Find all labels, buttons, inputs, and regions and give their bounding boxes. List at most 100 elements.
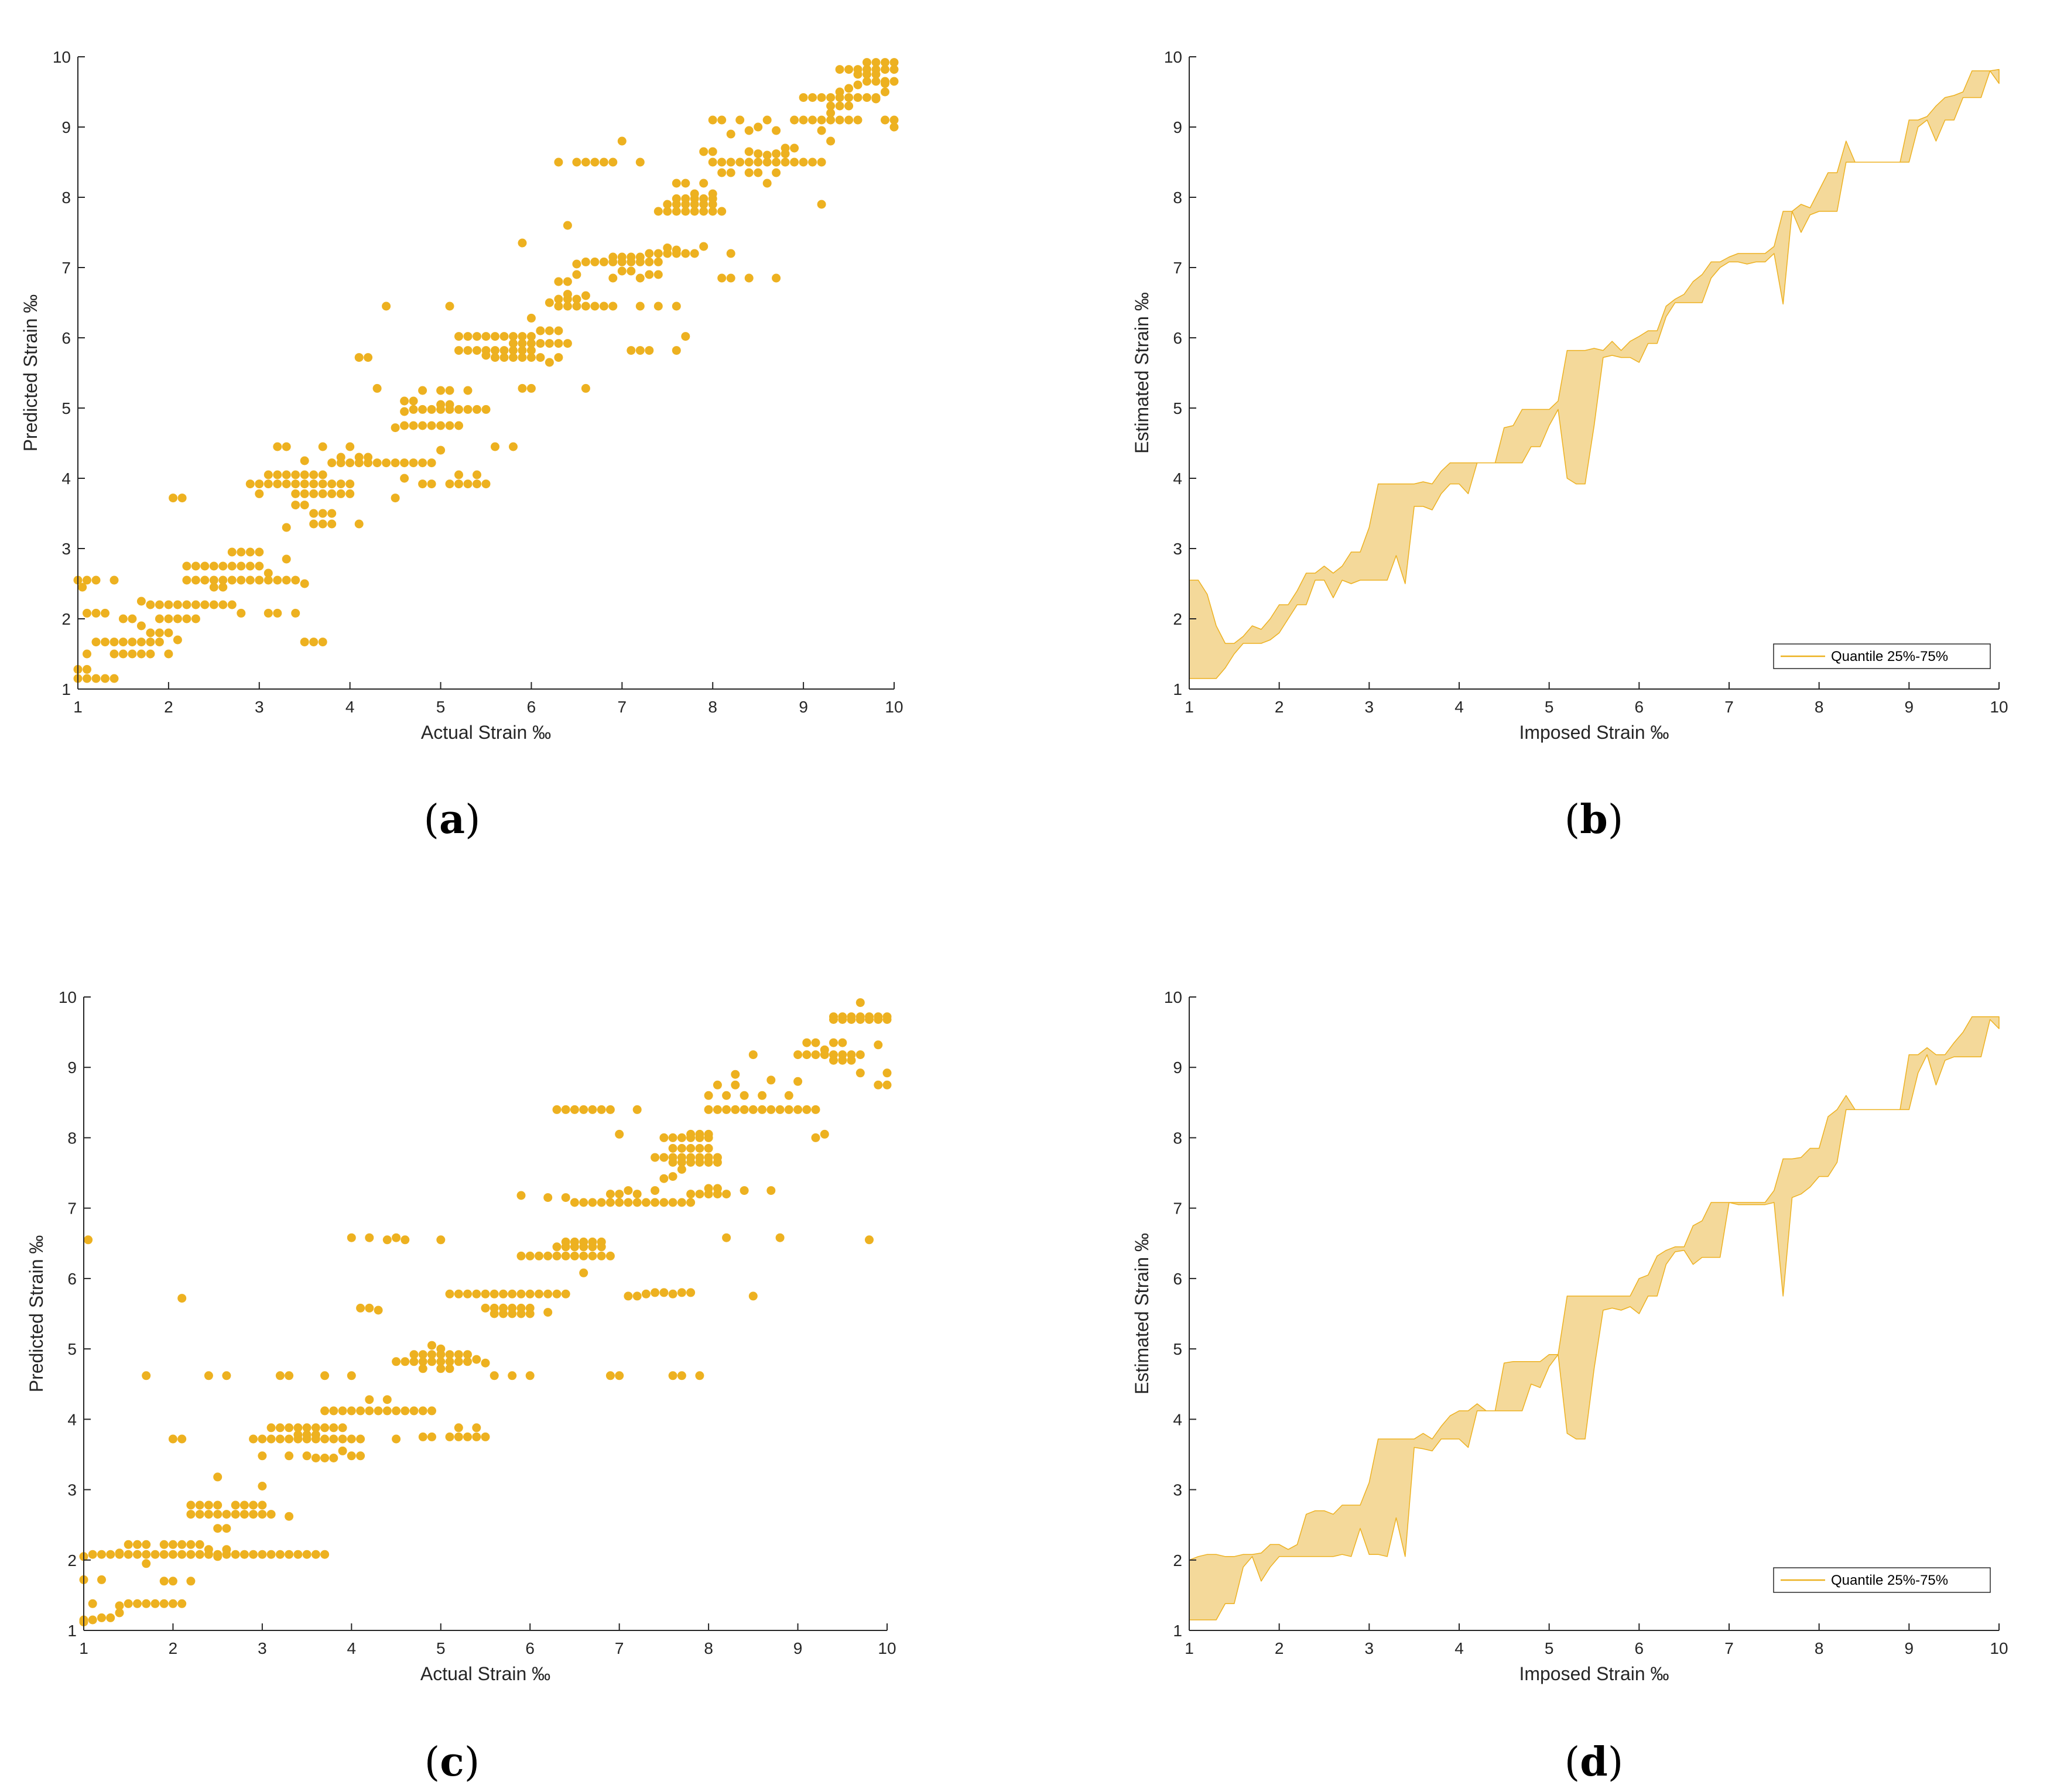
scatter-point [418, 386, 427, 395]
x-tick-label: 10 [885, 698, 903, 716]
scatter-point [106, 1613, 115, 1622]
scatter-point [427, 1350, 436, 1359]
scatter-point [173, 614, 182, 623]
scatter-point [708, 189, 717, 198]
scatter-point [608, 273, 618, 283]
scatter-point [681, 207, 690, 216]
scatter-point [338, 1434, 347, 1444]
x-tick-label: 1 [79, 1639, 88, 1657]
scatter-point [889, 122, 899, 132]
scatter-point [463, 386, 473, 395]
scatter-point [862, 58, 871, 67]
scatter-point [473, 405, 481, 414]
scatter-point [218, 575, 228, 585]
scatter-point [436, 400, 446, 409]
scatter-point [653, 301, 663, 311]
scatter-point [347, 1233, 356, 1242]
scatter-point [677, 1198, 686, 1207]
scatter-point [766, 1105, 776, 1114]
scatter-point [186, 1500, 196, 1510]
scatter-point [744, 147, 754, 156]
scatter-point [472, 1289, 481, 1298]
scatter-point [543, 1289, 553, 1298]
scatter-point [615, 1129, 624, 1139]
scatter-point [142, 1599, 151, 1608]
scatter-point [445, 386, 454, 395]
scatter-point [615, 1371, 624, 1380]
scatter-point [239, 1500, 249, 1510]
scatter-point [204, 1510, 213, 1519]
scatter-point [285, 1423, 294, 1433]
scatter-point [245, 561, 255, 571]
scatter-point [597, 1105, 606, 1114]
y-tick-label: 2 [67, 1551, 77, 1570]
scatter-point [726, 157, 735, 167]
scatter-point [454, 1432, 463, 1441]
scatter-point [748, 1050, 758, 1060]
scatter-point [518, 353, 527, 362]
scatter-point [258, 1482, 267, 1491]
x-tick-label: 2 [1275, 1639, 1284, 1657]
scatter-points [79, 998, 892, 1627]
scatter-point [838, 1038, 847, 1047]
scatter-point [554, 294, 563, 304]
scatter-point [526, 313, 536, 323]
scatter-point [563, 301, 572, 311]
scatter-point [191, 600, 200, 609]
scatter-point [222, 1524, 231, 1533]
scatter-point [617, 266, 627, 276]
scatter-point [291, 479, 300, 489]
scatter-point [291, 501, 300, 510]
scatter-point [472, 1355, 481, 1364]
scatter-point [249, 1434, 258, 1444]
scatter-point [668, 1371, 677, 1380]
y-tick-label: 8 [61, 189, 71, 207]
scatter-point [668, 1289, 677, 1298]
scatter-point [772, 149, 781, 159]
scatter-point [118, 638, 128, 647]
x-tick-label: 1 [73, 698, 83, 716]
scatter-point [481, 405, 491, 414]
scatter-point [766, 1075, 776, 1085]
scatter-point [552, 1105, 562, 1114]
scatter-point [266, 1434, 276, 1444]
y-tick-label: 3 [61, 540, 71, 558]
scatter-point [686, 1144, 696, 1153]
scatter-point [249, 1500, 258, 1510]
scatter-point [159, 1577, 169, 1586]
scatter-point [608, 301, 618, 311]
scatter-point [354, 458, 364, 468]
x-axis-label: Actual Strain ‰ [421, 722, 551, 743]
scatter-point [311, 1423, 320, 1433]
scatter-point [136, 649, 146, 659]
scatter-point [249, 1510, 258, 1519]
x-tick-label: 7 [618, 698, 627, 716]
y-tick-label: 7 [1173, 1200, 1182, 1218]
scatter-point [258, 1550, 267, 1559]
scatter-point [748, 1291, 758, 1301]
scatter-point [168, 1599, 177, 1608]
scatter-point [499, 332, 509, 341]
scatter-point [554, 326, 563, 335]
scatter-point [722, 1233, 731, 1242]
scatter-point [365, 1233, 374, 1242]
scatter-point [463, 405, 473, 414]
scatter-point [855, 1068, 865, 1078]
scatter-point [195, 1500, 204, 1510]
scatter-point [509, 332, 518, 341]
scatter-point [445, 1357, 454, 1366]
scatter-point [159, 1540, 169, 1549]
scatter-point [525, 1309, 535, 1318]
scatter-point [345, 458, 355, 468]
scatter-point [653, 257, 663, 266]
scatter-point [400, 396, 409, 406]
scatter-point [717, 273, 727, 283]
scatter-point [231, 1500, 240, 1510]
scatter-point [213, 1524, 223, 1533]
scatter-point [231, 1510, 240, 1519]
scatter-point [624, 1198, 633, 1207]
scatter-point [291, 575, 300, 585]
scatter-point [320, 1454, 330, 1462]
scatter-point [273, 442, 282, 451]
scatter-point [454, 332, 463, 341]
